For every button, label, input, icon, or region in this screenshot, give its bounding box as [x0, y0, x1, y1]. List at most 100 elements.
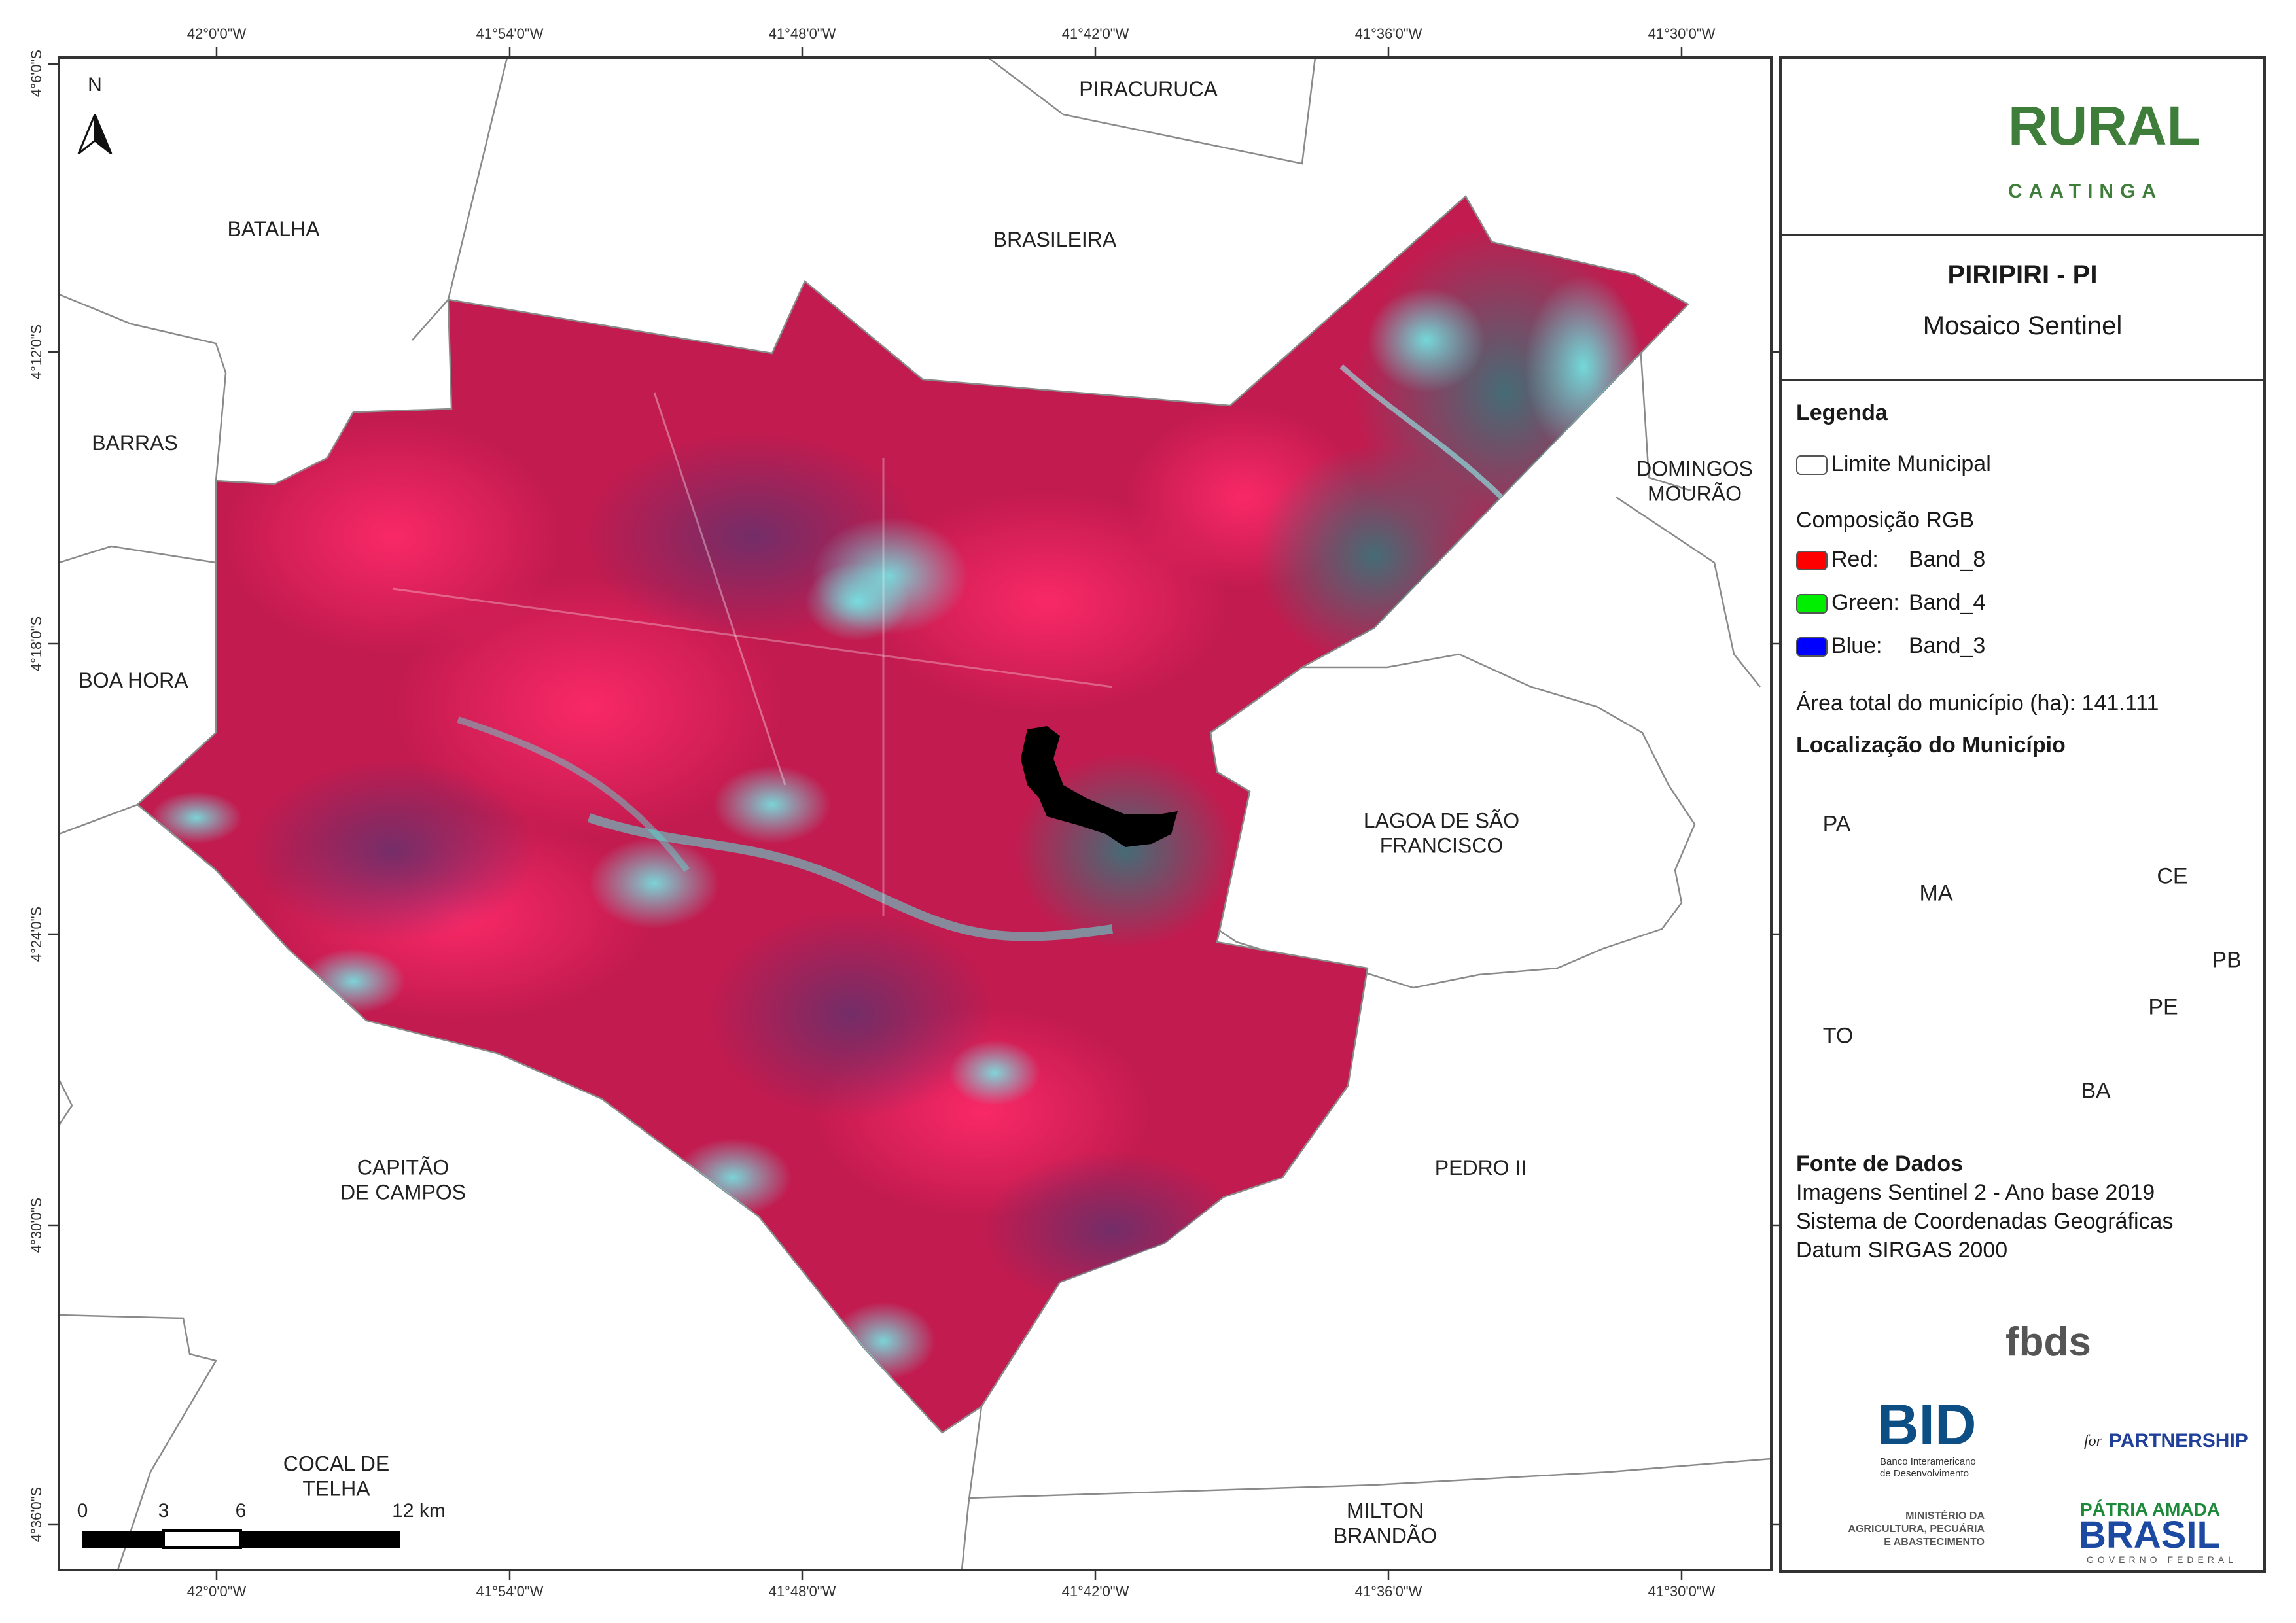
north-label: N [88, 74, 102, 96]
label-lagoa-2: FRANCISCO [1379, 834, 1504, 858]
logo-rural-text: RURAL [2008, 95, 2200, 156]
label-domingos-mourao: DOMINGOS MOURÃO [1636, 457, 1753, 507]
coord-top-4: 41°42'0"W [1061, 26, 1129, 42]
label-domingos-2: MOURÃO [1648, 482, 1742, 506]
label-cocal-de-telha: COCAL DE TELHA [283, 1452, 389, 1502]
great-for-text: for [2084, 1433, 2103, 1450]
mapa-line-1: MINISTÉRIO DA [1905, 1510, 1985, 1522]
coord-top-1: 42°0'0"W [186, 26, 247, 42]
coord-left-4: 4°24'0"S [28, 906, 44, 962]
legend-green-label: Green: [1831, 590, 1899, 615]
panel-subtitle: Mosaico Sentinel [1922, 311, 2123, 340]
label-cocal-1: COCAL DE [283, 1452, 390, 1476]
label-batalha: BATALHA [227, 217, 320, 241]
location-heading: Localização do Município [1796, 733, 2066, 758]
great-subtitle: BRITAIN & NORTHERN IRELAND [2009, 1455, 2090, 1461]
scale-bar [82, 1529, 400, 1549]
scale-tick-12: 12 km [392, 1500, 446, 1522]
label-brasileira: BRASILEIRA [993, 227, 1117, 251]
great-logo-text: GREAT [2009, 1430, 2072, 1450]
piripiri-municipality-imagery [136, 195, 1690, 1434]
coord-top-6: 41°30'0"W [1648, 26, 1716, 42]
governo-federal-text: GOVERNO FEDERAL [2087, 1554, 2238, 1565]
bid-sub-1: Banco Interamericano [1880, 1456, 1976, 1467]
fbds-logo-text: fbds [2005, 1319, 2091, 1365]
legend-rgb-heading: Composição RGB [1796, 508, 1975, 532]
mapa-ministry-text: MINISTÉRIO DA AGRICULTURA, PECUÁRIA E AB… [1821, 1510, 1985, 1549]
sources-line-2: Sistema de Coordenadas Geográficas [1796, 1209, 2174, 1234]
logo-caatinga-text: CAATINGA [2008, 181, 2163, 202]
reservoir [1021, 726, 1178, 847]
label-capitao-2: DE CAMPOS [340, 1181, 467, 1204]
label-capitao-de-campos: CAPITÃO DE CAMPOS [340, 1155, 466, 1206]
label-lagoa-1: LAGOA DE SÃO [1363, 809, 1520, 833]
mapa-line-3: E ABASTECIMENTO [1884, 1537, 1985, 1548]
inset-label-pa: PA [1822, 811, 1851, 837]
coord-bottom-5: 41°36'0"W [1354, 1583, 1422, 1599]
inset-label-ba: BA [2081, 1078, 2111, 1104]
sources-line-3: Datum SIRGAS 2000 [1796, 1238, 2008, 1263]
sources-line-1: Imagens Sentinel 2 - Ano base 2019 [1796, 1180, 2155, 1205]
bid-sub-2: de Desenvolvimento [1880, 1468, 1969, 1479]
inset-label-to: TO [1822, 1023, 1854, 1049]
legend-red-band: Band_8 [1909, 547, 1986, 572]
graticule-ticks [48, 47, 1779, 1580]
legend-panel: RURAL SUSTENTÁVEL CAATINGA PIRIPIRI - PI… [1779, 56, 2266, 1573]
coord-top-5: 41°36'0"W [1354, 26, 1422, 42]
label-piracuruca: PIRACURUCA [1079, 77, 1218, 101]
legend-green-band: Band_4 [1909, 590, 1986, 615]
coord-left-6: 4°36'0"S [28, 1486, 44, 1543]
legend-green-row: Green: Band_4 [1796, 590, 1985, 616]
label-milton-brandao: MILTON BRANDÃO [1333, 1499, 1437, 1549]
label-boa-hora: BOA HORA [79, 668, 188, 692]
coord-top-3: 41°48'0"W [768, 26, 836, 42]
inset-label-ce: CE [2157, 864, 2188, 889]
label-lagoa-sao-francisco: LAGOA DE SÃO FRANCISCO [1364, 809, 1519, 859]
great-partnership-text: PARTNERSHIP [2109, 1430, 2248, 1452]
coord-left-3: 4°18'0"S [28, 616, 44, 672]
legend-red-label: Red: [1831, 547, 1879, 572]
sources-heading: Fonte de Dados [1796, 1151, 1964, 1176]
label-capitao-1: CAPITÃO [357, 1155, 450, 1179]
inset-label-pe: PE [2148, 994, 2178, 1020]
inset-label-pb: PB [2212, 947, 2242, 973]
legend-limite-label: Limite Municipal [1831, 451, 1991, 476]
label-milton-1: MILTON [1347, 1499, 1424, 1523]
legend-blue-label: Blue: [1831, 633, 1882, 658]
scale-tick-3: 3 [158, 1500, 169, 1522]
coord-bottom-3: 41°48'0"W [768, 1583, 836, 1599]
patria-amada-text: PÁTRIA AMADA [2080, 1499, 2221, 1520]
label-milton-2: BRANDÃO [1333, 1524, 1438, 1548]
red-swatch [1796, 551, 1828, 571]
legend-heading: Legenda [1796, 400, 1888, 425]
blue-swatch [1796, 637, 1828, 657]
logo-sustentavel-text: SUSTENTÁVEL [2028, 150, 2171, 171]
scale-tick-0: 0 [77, 1500, 88, 1522]
label-pedro-ii: PEDRO II [1434, 1155, 1527, 1179]
panel-divider-2 [1782, 379, 2263, 381]
scale-tick-6: 6 [235, 1500, 247, 1522]
map-frame [58, 56, 1773, 1571]
limite-swatch [1796, 455, 1828, 476]
brasil-text: BRASIL [2079, 1514, 2220, 1556]
panel-divider-1 [1782, 234, 2263, 236]
green-swatch [1796, 594, 1828, 614]
inset-label-ma: MA [1919, 881, 1953, 906]
legend-blue-row: Blue: Band_3 [1796, 633, 1985, 659]
legend-blue-band: Band_3 [1909, 633, 1986, 658]
coord-bottom-2: 41°54'0"W [476, 1583, 544, 1599]
coord-left-2: 4°12'0"S [28, 324, 44, 380]
north-arrow-icon [77, 114, 113, 155]
bid-logo-text: BID [1877, 1392, 1977, 1457]
coord-left-5: 4°30'0"S [28, 1197, 44, 1253]
coord-bottom-4: 41°42'0"W [1061, 1583, 1129, 1599]
legend-limite-row: Limite Municipal [1796, 451, 1991, 477]
coord-bottom-6: 41°30'0"W [1648, 1583, 1716, 1599]
label-cocal-2: TELHA [302, 1477, 370, 1501]
legend-area: Área total do município (ha): 141.111 [1796, 691, 2159, 716]
panel-title: PIRIPIRI - PI [1947, 260, 2098, 289]
coord-top-2: 41°54'0"W [476, 26, 544, 42]
mapa-line-2: AGRICULTURA, PECUÁRIA [1848, 1524, 1985, 1535]
coord-bottom-1: 42°0'0"W [186, 1583, 247, 1599]
legend-red-row: Red: Band_8 [1796, 547, 1985, 572]
